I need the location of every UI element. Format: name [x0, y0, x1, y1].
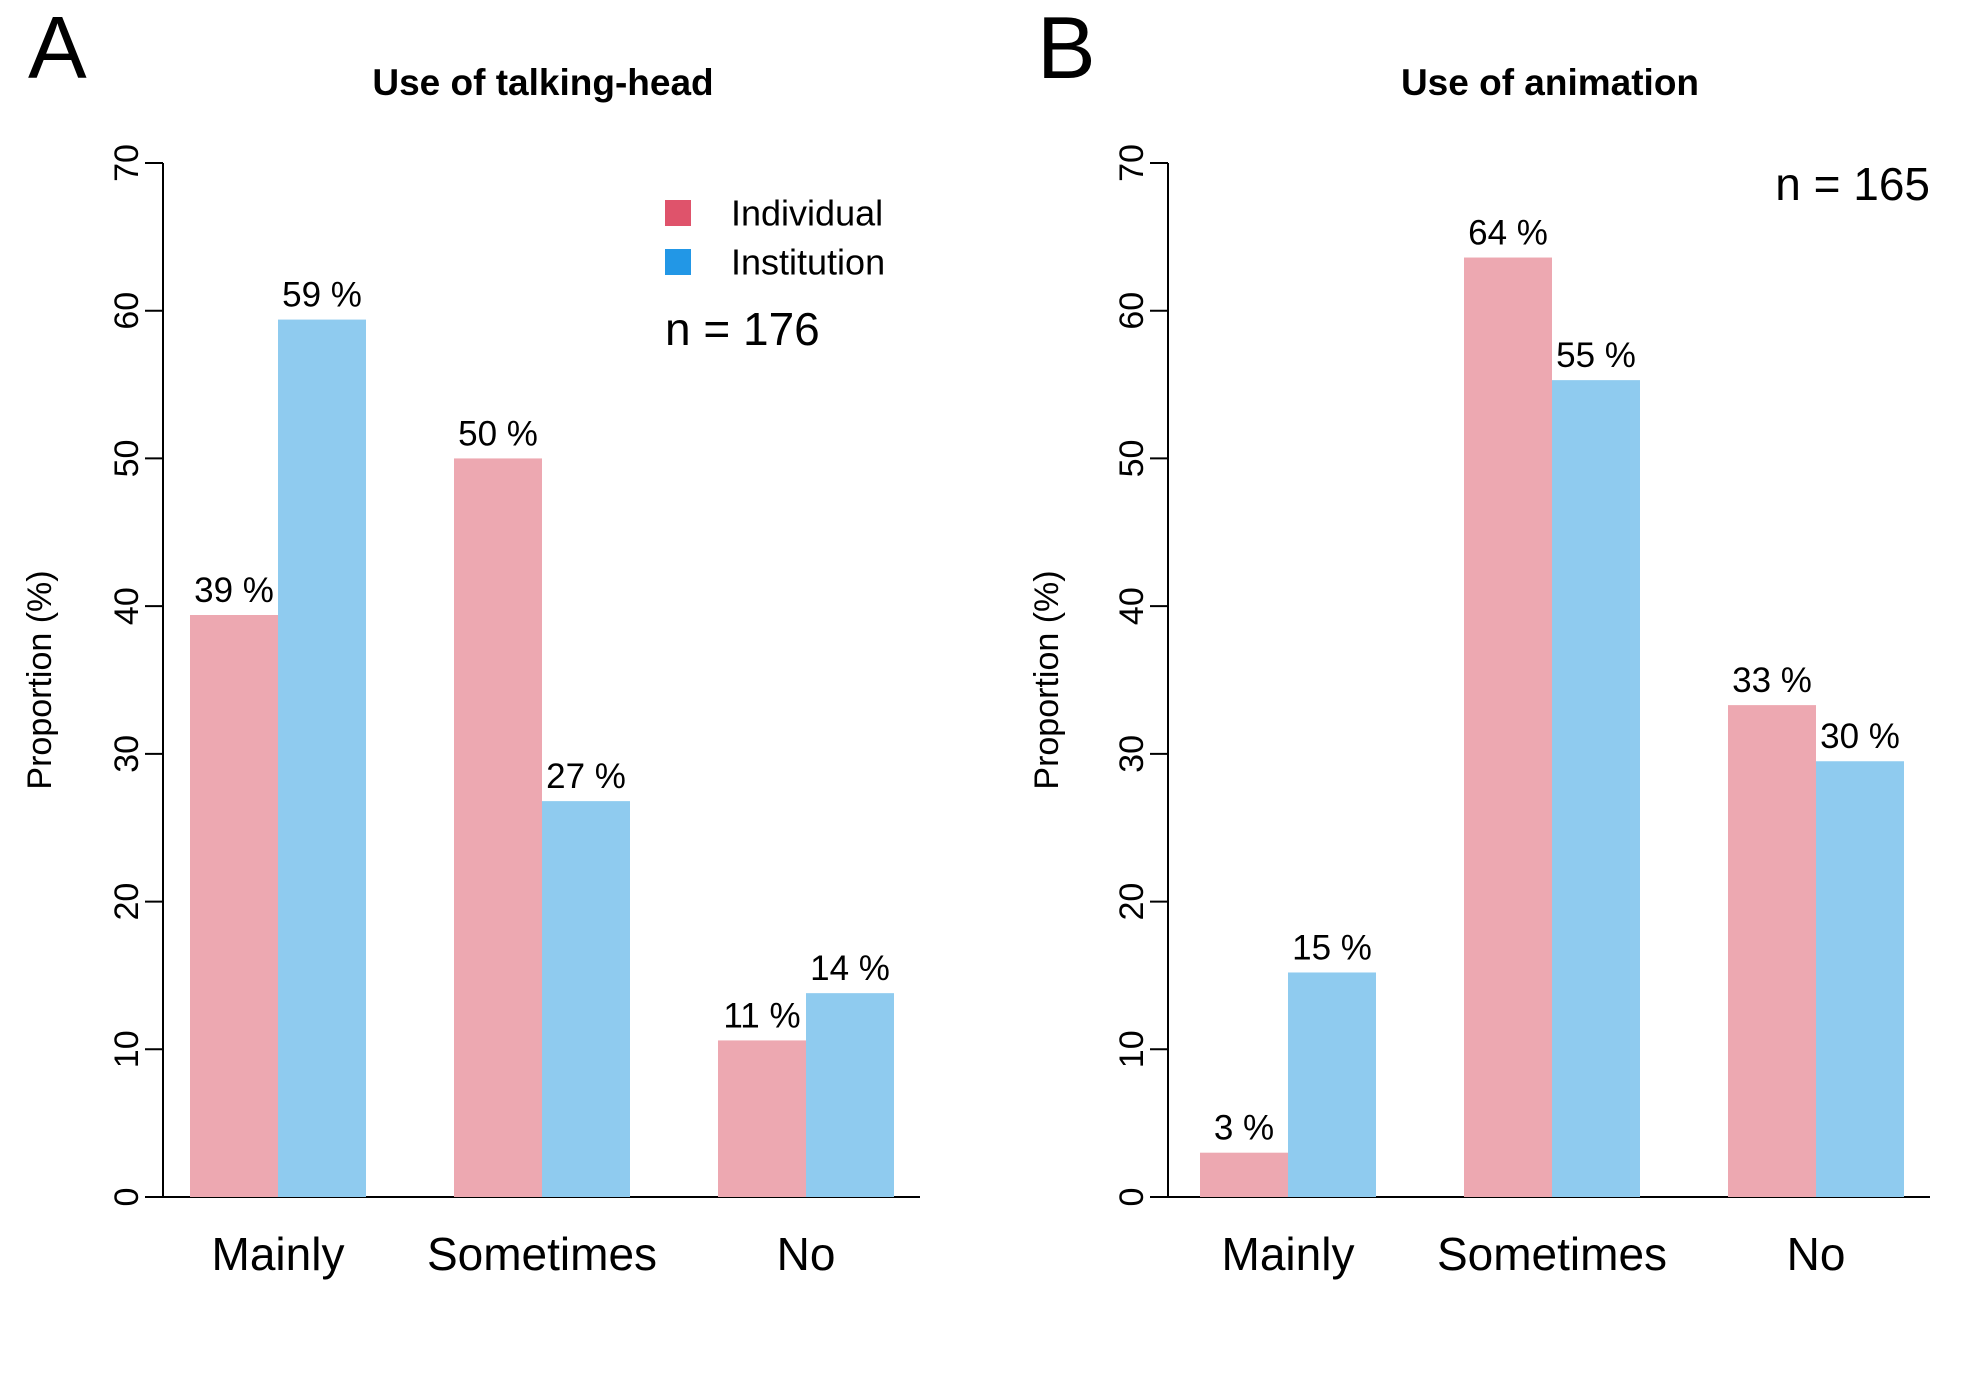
- data-label: 39 %: [194, 571, 274, 610]
- panel-talking-head: A Use of talking-head 0 10 20 30 40 50 60 70 Propo…: [21, 0, 920, 1280]
- y-axis-label: Proportion (%): [21, 570, 59, 789]
- x-category-label: Mainly: [1222, 1228, 1355, 1280]
- bar-institution-mainly: [278, 319, 366, 1197]
- data-label: 14 %: [810, 949, 890, 988]
- sample-size-annotation: n = 176: [665, 303, 820, 355]
- y-tick-label: 40: [1113, 587, 1151, 625]
- chart-title: Use of animation: [1401, 62, 1699, 103]
- legend-label-individual: Individual: [731, 193, 883, 234]
- y-tick-label: 70: [108, 144, 146, 182]
- data-label: 64 %: [1468, 214, 1548, 253]
- bar-individual-sometimes: [1464, 257, 1552, 1198]
- legend-swatch-institution: [665, 249, 691, 275]
- data-label: 33 %: [1732, 661, 1812, 700]
- data-label: 11 %: [723, 996, 800, 1035]
- x-category-label: Mainly: [212, 1228, 345, 1280]
- data-label: 30 %: [1820, 717, 1900, 756]
- y-tick-label: 70: [1113, 144, 1151, 182]
- data-label: 59 %: [282, 276, 362, 315]
- y-tick-label: 0: [108, 1188, 146, 1207]
- y-tick-label: 0: [1113, 1188, 1151, 1207]
- bar-individual-no: [718, 1040, 806, 1197]
- y-axis-label: Proportion (%): [1028, 570, 1066, 789]
- panel-letter: A: [28, 0, 87, 97]
- bar-individual-mainly: [190, 615, 278, 1197]
- data-label: 55 %: [1556, 336, 1636, 375]
- bar-individual-sometimes: [454, 458, 542, 1197]
- bar-institution-no: [806, 993, 894, 1197]
- chart-title: Use of talking-head: [372, 62, 713, 103]
- y-tick-label: 20: [108, 883, 146, 921]
- data-label: 50 %: [458, 414, 538, 453]
- y-tick-label: 10: [1113, 1030, 1151, 1068]
- bar-institution-mainly: [1288, 972, 1376, 1197]
- panel-letter: B: [1037, 0, 1096, 97]
- y-tick-label: 40: [108, 587, 146, 625]
- y-tick-label: 50: [1113, 440, 1151, 478]
- x-category-label: No: [777, 1228, 836, 1280]
- bar-institution-sometimes: [542, 801, 630, 1197]
- bar-individual-mainly: [1200, 1152, 1288, 1197]
- sample-size-annotation: n = 165: [1775, 158, 1930, 210]
- legend-label-institution: Institution: [731, 242, 885, 283]
- y-tick-label: 60: [108, 292, 146, 330]
- panel-animation: B Use of animation 0 10 20 30 40 50 60 70 Proporti…: [1028, 0, 1930, 1280]
- bar-institution-sometimes: [1552, 380, 1640, 1197]
- y-tick-label: 20: [1113, 883, 1151, 921]
- data-label: 3 %: [1214, 1109, 1274, 1148]
- bar-individual-no: [1728, 705, 1816, 1197]
- data-label: 15 %: [1292, 928, 1372, 967]
- y-tick-label: 60: [1113, 292, 1151, 330]
- x-category-label: No: [1787, 1228, 1846, 1280]
- x-category-label: Sometimes: [1437, 1228, 1667, 1280]
- y-tick-label: 50: [108, 440, 146, 478]
- legend-swatch-individual: [665, 200, 691, 226]
- data-label: 27 %: [546, 757, 626, 796]
- y-tick-label: 10: [108, 1030, 146, 1068]
- y-tick-label: 30: [108, 735, 146, 773]
- y-tick-label: 30: [1113, 735, 1151, 773]
- x-category-label: Sometimes: [427, 1228, 657, 1280]
- bar-institution-no: [1816, 761, 1904, 1197]
